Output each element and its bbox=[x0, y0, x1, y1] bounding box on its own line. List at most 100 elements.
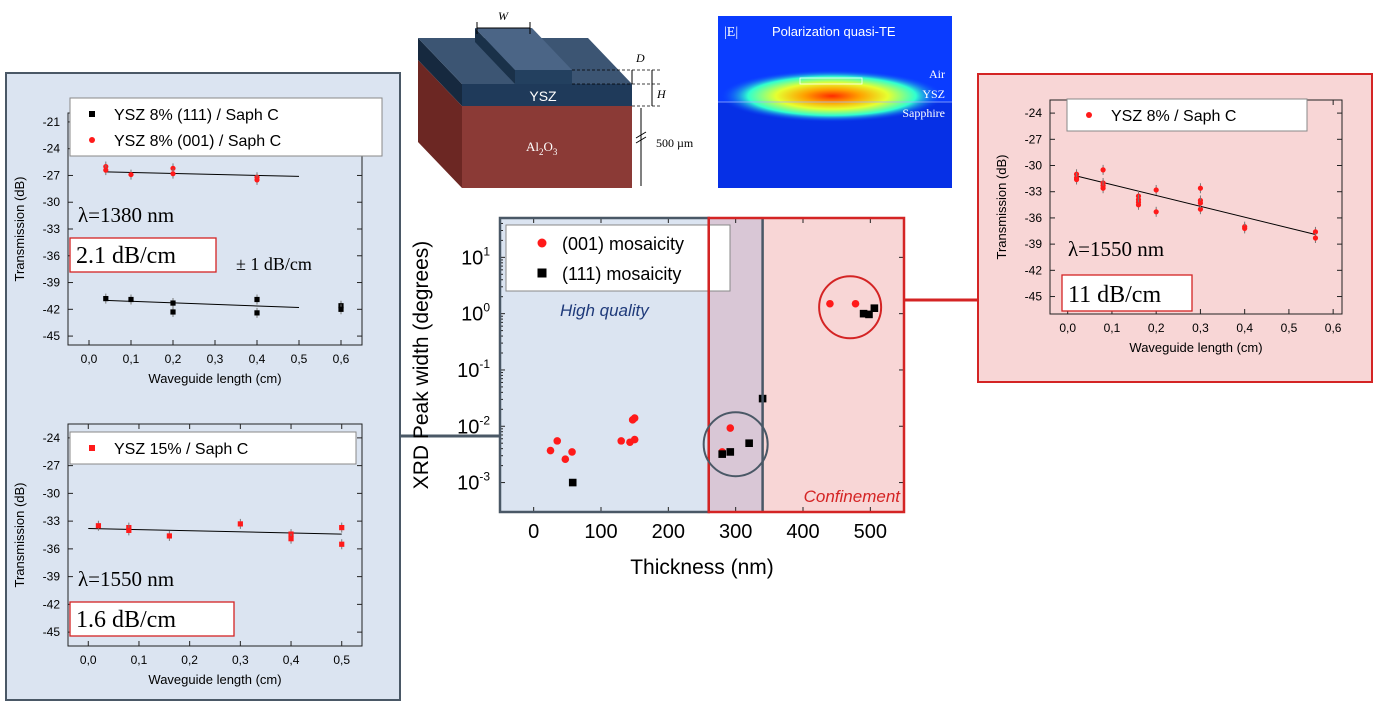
y-tick-label: -30 bbox=[1025, 159, 1043, 173]
loss-value-box bbox=[69, 601, 235, 637]
data-point bbox=[561, 455, 570, 463]
film-front bbox=[462, 84, 632, 106]
data-point bbox=[718, 450, 726, 458]
highlight-circle-blue bbox=[702, 411, 769, 478]
fit-line-0 bbox=[105, 171, 300, 177]
y-tick-label: -24 bbox=[43, 142, 61, 156]
y-tick-label: -42 bbox=[43, 302, 61, 316]
wavelength-label: λ=1380 nm bbox=[78, 203, 174, 227]
legend-box bbox=[69, 97, 383, 157]
loss-value: 1.6 dB/cm bbox=[76, 607, 176, 633]
y-axis-label: Transmission (dB) bbox=[994, 155, 1009, 260]
y-tick-label: -39 bbox=[1025, 237, 1043, 251]
region-2 bbox=[762, 218, 904, 512]
data-point bbox=[859, 309, 868, 318]
high-quality-label: High quality bbox=[560, 301, 650, 320]
y-tick-label: -42 bbox=[1025, 263, 1043, 277]
x-tick-label: 200 bbox=[652, 521, 685, 543]
x-tick-label: 0,1 bbox=[131, 653, 148, 667]
data-point bbox=[851, 299, 860, 308]
loss-value: 2.1 dB/cm bbox=[76, 243, 176, 269]
waveguide-diagram: YSZ Al2O3 W D H 500 µm bbox=[418, 9, 694, 188]
legend-marker bbox=[89, 137, 95, 143]
data-point bbox=[546, 446, 555, 455]
y-tick-exponent: -2 bbox=[479, 413, 490, 427]
legend-marker bbox=[537, 238, 547, 248]
y-tick-label: -39 bbox=[43, 570, 61, 584]
data-point bbox=[170, 171, 176, 177]
height-label: H bbox=[656, 87, 667, 101]
x-tick-label: 0,5 bbox=[1281, 321, 1298, 335]
fit-line-1 bbox=[105, 299, 300, 309]
data-point bbox=[1197, 200, 1204, 206]
legend-marker bbox=[89, 111, 95, 117]
y-tick-base: 10 bbox=[461, 247, 483, 269]
legend-marker bbox=[537, 268, 547, 278]
data-point bbox=[617, 437, 625, 445]
x-tick-label: 0,3 bbox=[232, 653, 249, 667]
data-point bbox=[1153, 209, 1159, 215]
data-point bbox=[745, 439, 753, 448]
y-tick-label: -30 bbox=[43, 195, 61, 209]
ridge-top bbox=[475, 28, 572, 70]
legend-label: YSZ 8% (111) / Saph C bbox=[114, 107, 279, 124]
legend-marker bbox=[1086, 112, 1092, 118]
data-point bbox=[170, 165, 176, 171]
data-point bbox=[338, 306, 344, 312]
fit-line-0 bbox=[1076, 175, 1316, 235]
x-tick-label: 0,5 bbox=[333, 653, 350, 667]
data-point bbox=[103, 296, 109, 302]
data-point bbox=[870, 304, 879, 312]
y-tick-exponent: -3 bbox=[479, 470, 490, 484]
data-point bbox=[1312, 229, 1319, 235]
chart-main-xrd: 0 100 200 300 400 50010-310-210-1100101Thickn… bbox=[410, 216, 906, 579]
substrate-front bbox=[462, 106, 632, 188]
ysz-layer-label: YSZ bbox=[922, 87, 945, 101]
y-tick-base: 10 bbox=[457, 473, 479, 495]
data-point bbox=[630, 414, 639, 422]
loss-value: 11 dB/cm bbox=[1068, 282, 1161, 308]
depth-label: D bbox=[635, 51, 645, 65]
chart-right: 0,0 0,1 0,2 0,3 0,4 0,5 0,6 -45 -42 -39 -36 -33 -30 -… bbox=[994, 98, 1343, 355]
x-tick-label: 0,2 bbox=[181, 653, 198, 667]
y-tick-label: -27 bbox=[43, 168, 61, 182]
sapphire-label: Sapphire bbox=[902, 106, 945, 120]
y-tick-base: 10 bbox=[461, 304, 483, 326]
data-point bbox=[568, 448, 576, 456]
y-tick-label: 101 bbox=[461, 244, 490, 269]
y-tick-label: 10-3 bbox=[457, 470, 490, 495]
data-point bbox=[1073, 176, 1080, 183]
left-panel bbox=[5, 72, 401, 701]
chart-top-left: 0,0 0,1 0,2 0,3 0,4 0,5 0,6 -45 -42 -39 -36 -33 -30 -… bbox=[12, 97, 383, 386]
data-point bbox=[128, 171, 134, 178]
x-tick-label: 0,4 bbox=[283, 653, 300, 667]
substrate-thickness-label: 500 µm bbox=[656, 136, 694, 150]
x-tick-label: 0,0 bbox=[80, 653, 97, 667]
y-tick-exponent: 0 bbox=[483, 301, 490, 315]
x-tick-label: 0,3 bbox=[207, 352, 224, 366]
y-tick-label: -36 bbox=[1025, 211, 1043, 225]
ridge-side bbox=[475, 28, 515, 84]
width-label: W bbox=[498, 9, 509, 23]
x-tick-label: 300 bbox=[719, 521, 752, 543]
data-point bbox=[826, 299, 834, 308]
x-tick-label: 0,5 bbox=[291, 352, 308, 366]
diagram-ysz-label: YSZ bbox=[529, 88, 557, 104]
legend-label: YSZ 8% / Saph C bbox=[1111, 108, 1236, 125]
x-tick-label: 0,1 bbox=[1104, 321, 1121, 335]
wavelength-label: λ=1550 nm bbox=[78, 567, 174, 591]
y-tick-label: -33 bbox=[43, 514, 61, 528]
polarization-title: Polarization quasi-TE bbox=[772, 24, 896, 39]
legend-label: (111) mosaicity bbox=[562, 264, 681, 284]
y-tick-label: -39 bbox=[43, 276, 61, 290]
x-tick-label: 100 bbox=[584, 521, 617, 543]
x-tick-label: 0,4 bbox=[249, 352, 266, 366]
x-tick-label: 0 bbox=[528, 521, 539, 543]
legend-box bbox=[505, 224, 731, 292]
x-tick-label: 0,0 bbox=[81, 352, 98, 366]
y-tick-base: 10 bbox=[457, 360, 479, 382]
x-tick-label: 0,3 bbox=[1192, 321, 1209, 335]
film-side bbox=[418, 38, 462, 106]
data-point bbox=[1242, 225, 1248, 231]
